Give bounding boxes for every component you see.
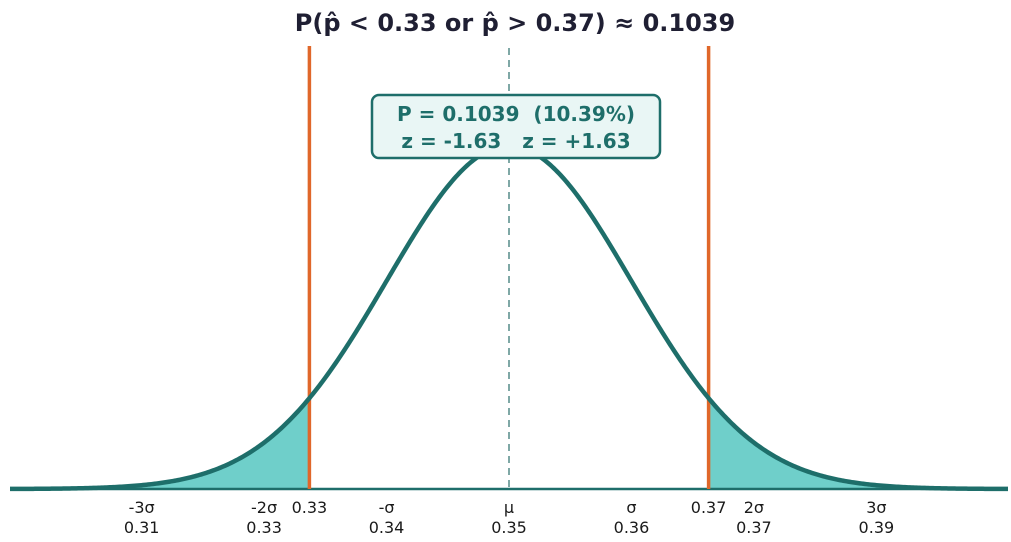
tick-label-value: 0.36 bbox=[614, 518, 650, 537]
tick-label-value: 0.31 bbox=[124, 518, 160, 537]
tick-labels: -3σ0.31-2σ0.33-σ0.34μ0.35σ0.362σ0.373σ0.… bbox=[124, 498, 894, 537]
tick-label-sigma: 2σ bbox=[744, 498, 764, 517]
annotation-zscores: z = -1.63 z = +1.63 bbox=[401, 129, 630, 153]
shaded-tails bbox=[10, 398, 1008, 489]
chart-title: P(p̂ < 0.33 or p̂ > 0.37) ≈ 0.1039 bbox=[295, 9, 735, 37]
tick-label-value: 0.37 bbox=[736, 518, 772, 537]
left-tail-area bbox=[10, 398, 310, 489]
threshold-label: 0.37 bbox=[691, 498, 727, 517]
right-tail-area bbox=[708, 398, 1008, 489]
tick-label-value: 0.33 bbox=[246, 518, 282, 537]
tick-label-sigma: μ bbox=[504, 498, 514, 517]
tick-label-sigma: 3σ bbox=[866, 498, 886, 517]
annotation-probability: P = 0.1039 (10.39%) bbox=[397, 102, 635, 126]
tick-label-sigma: σ bbox=[626, 498, 636, 517]
tick-label-sigma: -σ bbox=[379, 498, 395, 517]
tick-label-sigma: -2σ bbox=[251, 498, 277, 517]
tick-label-value: 0.34 bbox=[369, 518, 405, 537]
tick-label-value: 0.35 bbox=[491, 518, 527, 537]
annotation-box: P = 0.1039 (10.39%) z = -1.63 z = +1.63 bbox=[370, 93, 662, 160]
tick-label-sigma: -3σ bbox=[129, 498, 155, 517]
threshold-label: 0.33 bbox=[292, 498, 328, 517]
tick-label-value: 0.39 bbox=[859, 518, 895, 537]
annotation-box-frame bbox=[370, 93, 662, 160]
